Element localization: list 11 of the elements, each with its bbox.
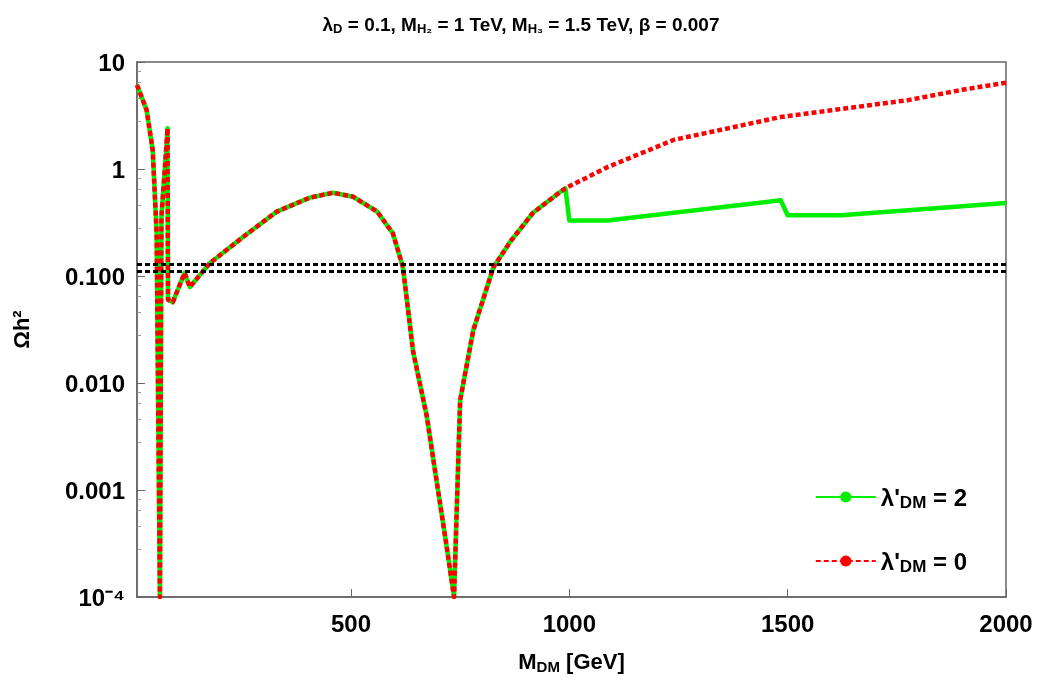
y-tick-label: 10⁻⁴ bbox=[78, 583, 125, 611]
y-tick-label: 0.001 bbox=[64, 476, 125, 504]
y-tick-label: 0.100 bbox=[64, 262, 125, 290]
x-tick-label: 1500 bbox=[760, 609, 815, 637]
x-tick-label: 1000 bbox=[542, 609, 597, 637]
y-tick-label: 10 bbox=[98, 48, 125, 76]
y-tick-label: 1 bbox=[111, 155, 125, 183]
x-tick-label: 2000 bbox=[979, 609, 1033, 637]
x-tick-label: 500 bbox=[330, 609, 371, 637]
y-axis-title: Ωh² bbox=[8, 310, 34, 349]
y-tick-label: 0.010 bbox=[64, 369, 125, 397]
